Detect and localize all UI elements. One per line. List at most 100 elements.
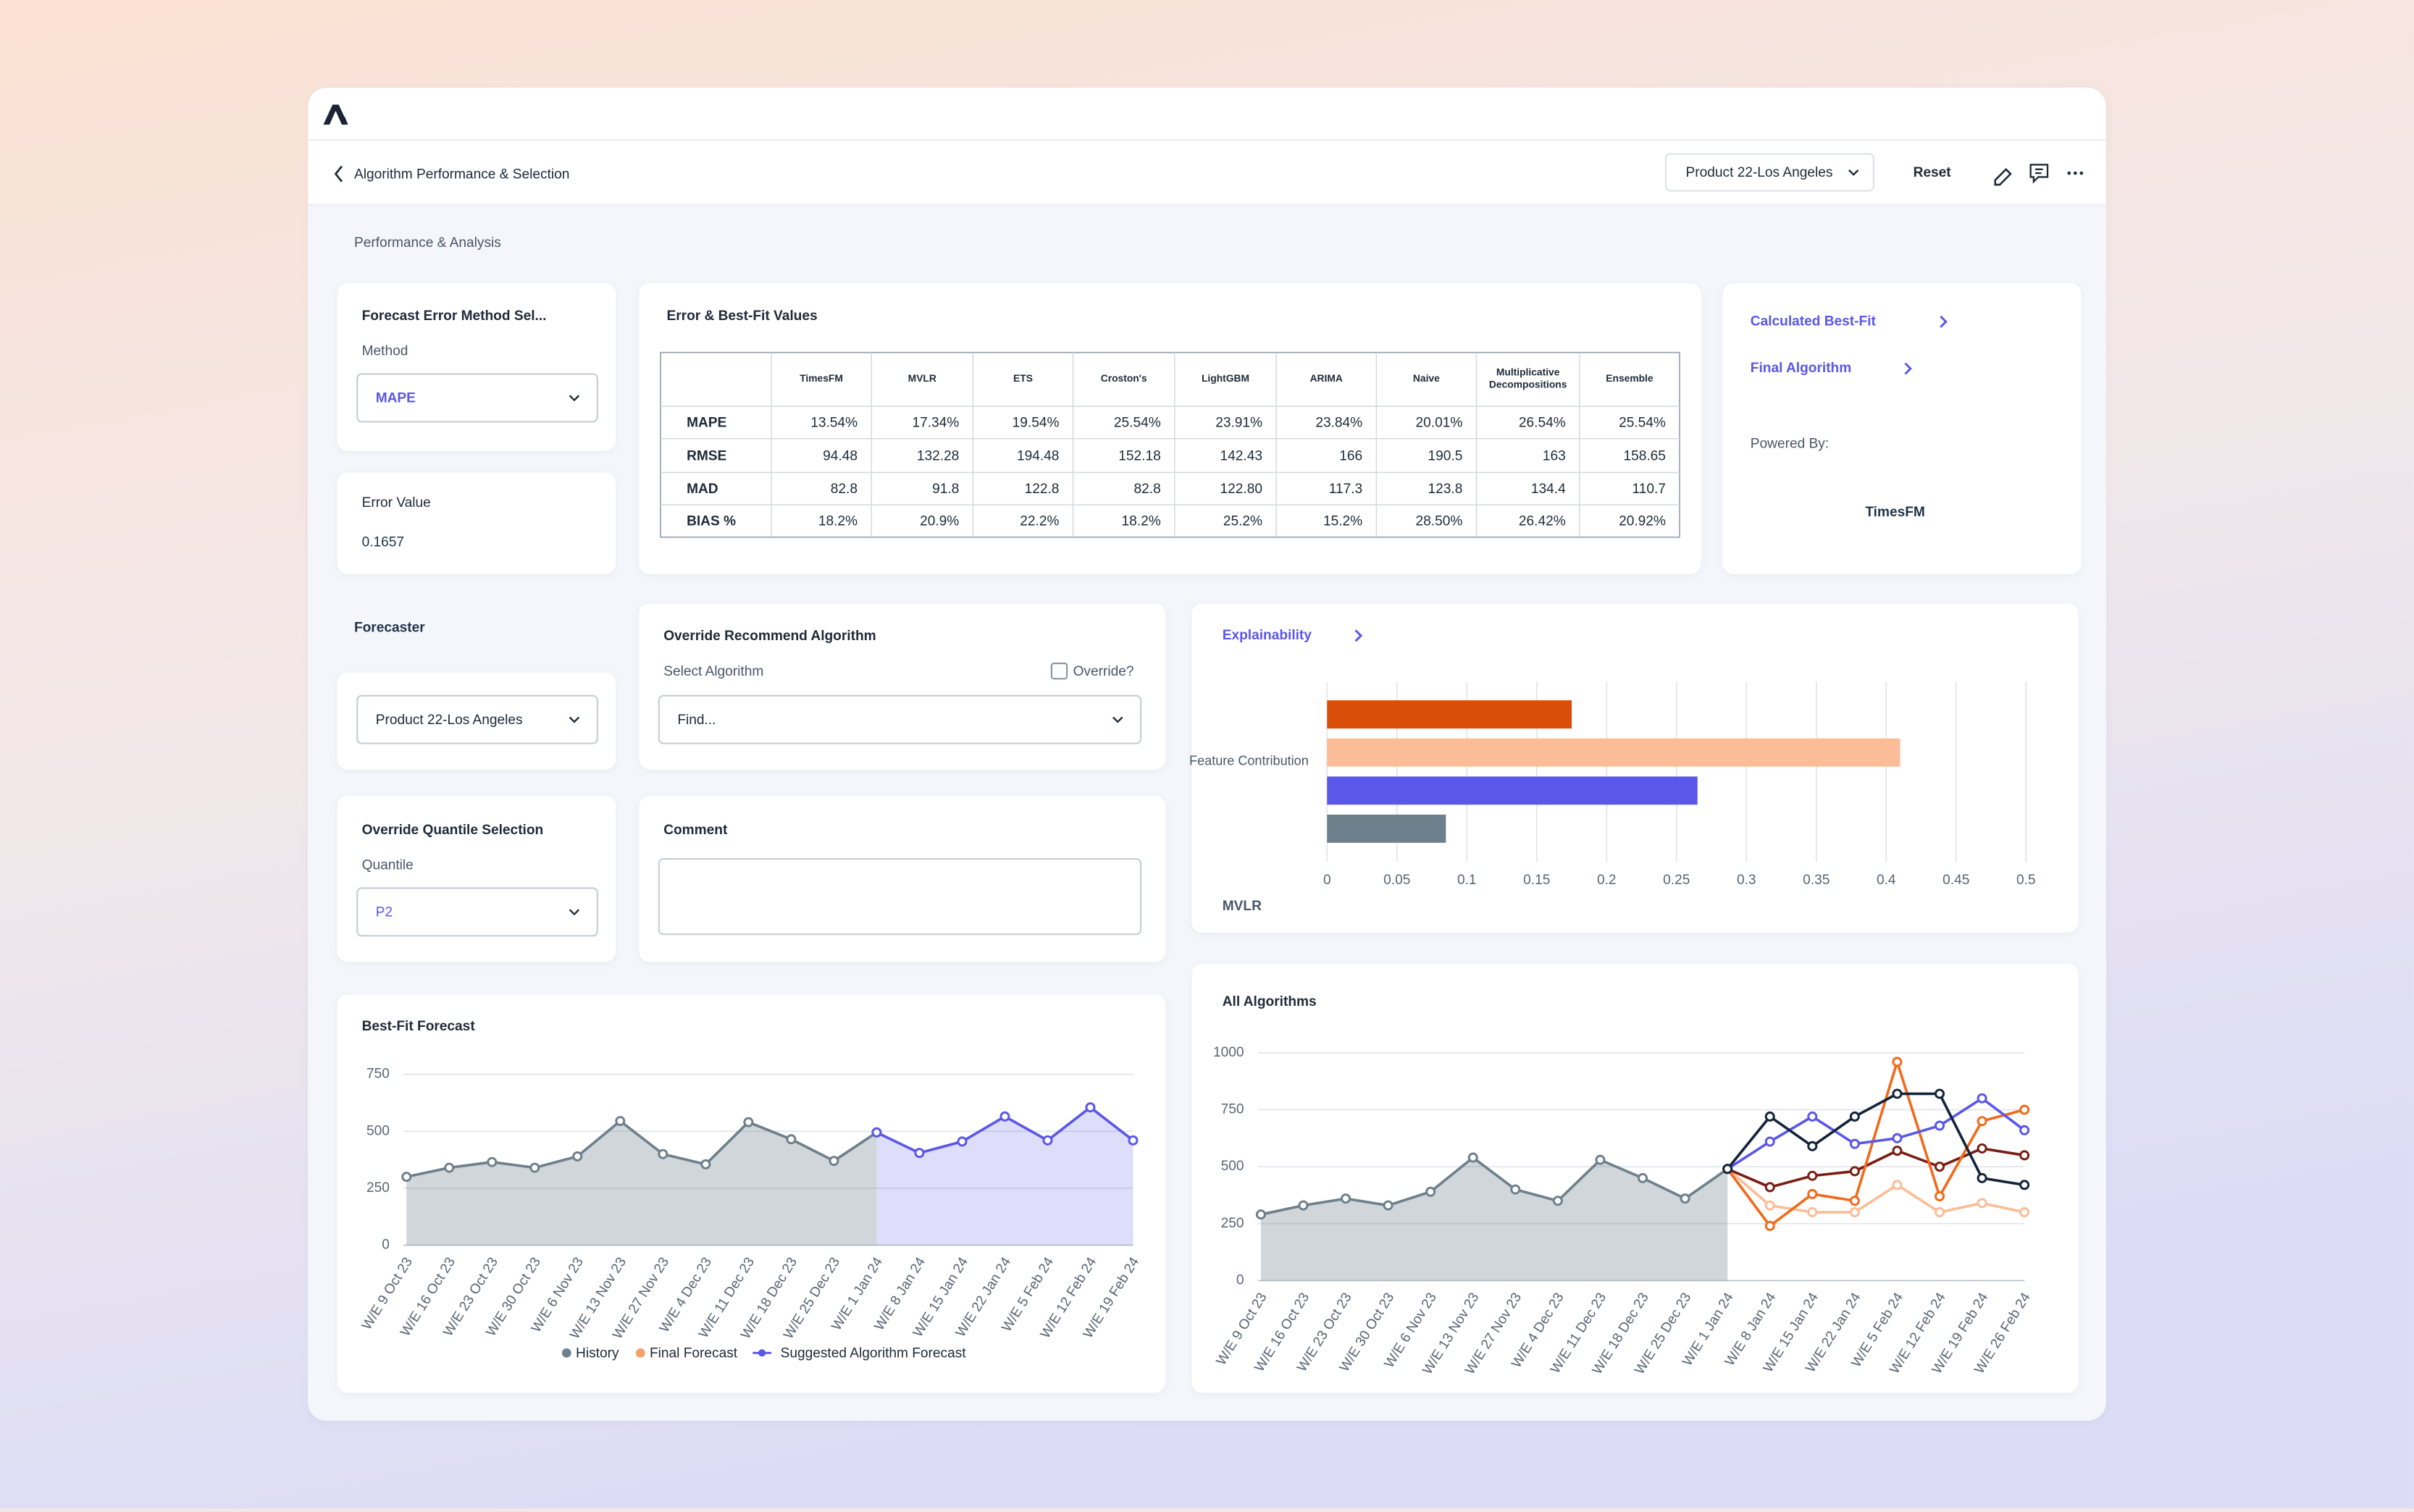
dropdown[interactable]	[1664, 153, 1874, 192]
link[interactable]: Final Algorithm	[1751, 361, 1851, 376]
line	[1726, 1057, 2025, 1228]
table-cell: 25.2%	[1223, 514, 1262, 529]
table-header: Ensemble	[1606, 374, 1654, 385]
point	[1892, 1133, 1903, 1143]
chevron	[1904, 362, 1912, 375]
card	[1191, 963, 2079, 1393]
card-title: Forecast Error Method Sel...	[362, 308, 547, 324]
point	[1298, 1200, 1309, 1211]
bar	[1327, 814, 1446, 843]
table-header-box: LightGBM	[1202, 374, 1249, 385]
table-cell: 25.54%	[1114, 416, 1161, 431]
checkbox[interactable]	[1050, 663, 1068, 680]
link[interactable]: Calculated Best-Fit	[1751, 314, 1877, 329]
point	[871, 1127, 882, 1138]
comment-input[interactable]	[658, 857, 1142, 936]
dropdown[interactable]	[356, 694, 598, 744]
point	[1977, 1198, 1987, 1209]
table-header: Naive	[1412, 374, 1440, 385]
dropdown-value: Find...	[677, 713, 716, 728]
edit-icon[interactable]	[1994, 168, 2012, 186]
row-header: BIAS %	[687, 514, 736, 529]
dropdown-value: Product 22-Los Angeles	[376, 713, 523, 728]
point	[1764, 1200, 1775, 1211]
x-tick-label: 0.4	[1877, 873, 1896, 888]
logo[interactable]	[323, 104, 348, 125]
point	[572, 1151, 583, 1162]
dropdown-value: Product 22-Los Angeles	[1686, 165, 1833, 180]
x-tick-label: 0.5	[2016, 873, 2036, 888]
point	[2019, 1180, 2030, 1190]
table-cell: 152.18	[1118, 448, 1160, 463]
point	[999, 1111, 1010, 1122]
table-cell: 28.50%	[1416, 514, 1463, 529]
table-cell: 158.65	[1623, 448, 1665, 463]
more-icon[interactable]	[2067, 171, 2084, 175]
table-cell: 23.91%	[1215, 416, 1262, 431]
y-tick-label: 250	[366, 1180, 390, 1196]
legend-swatch	[758, 1349, 766, 1357]
point	[2019, 1125, 2030, 1135]
chevron	[569, 909, 580, 916]
point	[1892, 1088, 1903, 1099]
point	[1764, 1220, 1775, 1231]
point	[957, 1136, 968, 1147]
y-tick-label: 750	[1221, 1102, 1244, 1117]
comment-icon[interactable]	[2029, 164, 2049, 184]
dropdown-value: P2	[376, 904, 393, 920]
chart-title[interactable]: Explainability	[1223, 628, 1312, 643]
y-tick-label: 500	[366, 1123, 390, 1138]
line	[1727, 1096, 2026, 1170]
table-header-box: Multiplicative Decompositions	[1488, 368, 1567, 390]
point	[1849, 1138, 1860, 1149]
x-tick-label: 0.3	[1737, 873, 1756, 888]
table-border	[660, 351, 1680, 538]
point	[1807, 1188, 1818, 1199]
legend-swatch	[561, 1348, 571, 1358]
table-header: Multiplicative Decompositions	[1488, 368, 1567, 390]
chart-title: All Algorithms	[1223, 994, 1317, 1009]
y-tick-label: 0	[1236, 1272, 1244, 1288]
chevron	[1112, 716, 1123, 723]
x-tick-label: 0.15	[1523, 873, 1550, 888]
y-tick-label: 1000	[1213, 1045, 1244, 1060]
dropdown[interactable]	[356, 887, 598, 937]
table-cell: 15.2%	[1323, 514, 1362, 529]
point	[1849, 1166, 1860, 1177]
reset-button[interactable]: Reset	[1914, 165, 1952, 180]
back-button[interactable]	[334, 165, 343, 182]
table-cell: 25.54%	[1619, 416, 1666, 431]
point	[914, 1148, 925, 1159]
table-header: Croston's	[1100, 374, 1147, 385]
row-header: RMSE	[687, 448, 726, 463]
card-title: Override Recommend Algorithm	[663, 629, 876, 644]
table-header-box: ETS	[1013, 374, 1033, 385]
point	[743, 1117, 754, 1127]
point	[1722, 1164, 1733, 1175]
point	[1934, 1088, 1945, 1099]
bar	[1327, 776, 1698, 805]
legend-label: Suggested Algorithm Forecast	[781, 1345, 967, 1361]
point	[1341, 1193, 1351, 1204]
dropdown[interactable]	[356, 373, 598, 423]
point	[1892, 1057, 1903, 1067]
point	[658, 1148, 669, 1159]
table-cell: 134.4	[1531, 482, 1566, 497]
table-cell: 17.34%	[912, 416, 959, 431]
dropdown-value: MAPE	[376, 391, 416, 406]
checkbox-label: Override?	[1073, 664, 1134, 679]
card	[337, 472, 616, 574]
row-header: MAD	[687, 482, 718, 497]
area	[1260, 1157, 1728, 1281]
point	[401, 1172, 412, 1183]
table-cell: 94.48	[823, 448, 858, 463]
page-title: Algorithm Performance & Selection	[354, 167, 569, 182]
table-cell: 163	[1543, 448, 1566, 463]
y-tick-label: 250	[1221, 1216, 1244, 1231]
table-cell: 20.01%	[1416, 416, 1463, 431]
dropdown[interactable]	[658, 694, 1142, 744]
line	[1727, 1147, 2025, 1189]
point	[1807, 1141, 1818, 1151]
